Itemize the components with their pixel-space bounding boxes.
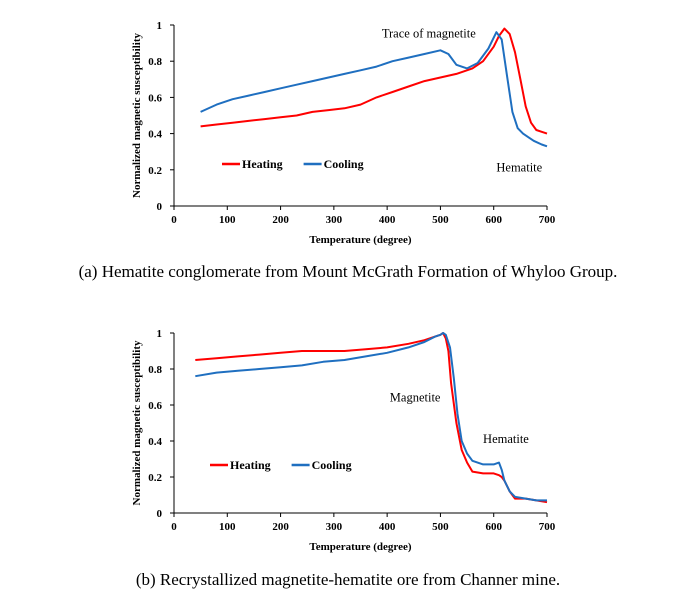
chart-a: 0 100 200 300 400 500 600 700 0 0.2 0.4 0.6 0.8 1 Temp…	[131, 20, 556, 246]
legend-label-heating: Heating	[242, 157, 283, 171]
x-tick-label: 300	[326, 521, 343, 533]
y-tick-label: 0.6	[148, 400, 162, 412]
y-tick-label: 0.4	[148, 436, 162, 448]
annotation-hematite: Hematite	[496, 161, 542, 175]
x-tick-label: 0	[171, 214, 177, 226]
y-tick-label: 0.8	[148, 56, 162, 68]
y-tick-label: 0.6	[148, 92, 162, 104]
x-tick-label: 500	[432, 214, 449, 226]
x-axis-title: Temperature (degree)	[309, 234, 411, 246]
chart-panel-a: 0 100 200 300 400 500 600 700 0 0.2 0.4 0.6 0.8 1 Temp…	[0, 0, 696, 292]
caption-b: (b) Recrystallized magnetite-hematite or…	[135, 570, 561, 589]
x-tick-label: 200	[272, 521, 289, 533]
x-tick-label: 700	[539, 521, 556, 533]
y-tick-label: 0	[157, 508, 163, 520]
x-tick-label: 500	[432, 521, 449, 533]
x-tick-label: 0	[171, 521, 177, 533]
legend-label-cooling: Cooling	[312, 458, 352, 472]
series-line-cooling	[200, 31, 548, 148]
legend-label-cooling: Cooling	[324, 157, 364, 171]
x-tick-label: 400	[379, 521, 396, 533]
y-tick-label: 0.8	[148, 364, 162, 376]
x-tick-label: 700	[539, 214, 556, 226]
legend-label-heating: Heating	[230, 458, 271, 472]
y-tick-label: 0.2	[148, 165, 162, 177]
y-axis-title: Normalized magnetic susceptibility	[131, 33, 143, 198]
y-tick-label: 0.4	[148, 129, 162, 141]
x-axis-title: Temperature (degree)	[309, 541, 411, 553]
annotation-hematite: Hematite	[483, 432, 529, 446]
x-tick-label: 200	[272, 214, 289, 226]
x-tick-label: 600	[485, 214, 502, 226]
y-axis-title: Normalized magnetic susceptibility	[131, 340, 143, 505]
annotation-magnetite: Magnetite	[390, 390, 441, 404]
caption-a: (a) Hematite conglomerate from Mount McG…	[78, 262, 618, 281]
chart-b: 0 100 200 300 400 500 600 700 0 0.2 0.4 0.6 0.8 1 Temp…	[131, 328, 556, 553]
annotation-trace-of-magnetite: Trace of magnetite	[382, 27, 476, 41]
x-tick-label: 300	[326, 214, 343, 226]
y-tick-label: 0.2	[148, 472, 162, 484]
series-line-cooling	[195, 332, 547, 502]
chart-panel-b: 0 100 200 300 400 500 600 700 0 0.2 0.4 0.6 0.8 1 Temp…	[0, 308, 696, 599]
series-line-heating	[195, 332, 548, 504]
x-tick-label: 600	[485, 521, 502, 533]
y-tick-label: 1	[157, 328, 163, 340]
x-tick-label: 100	[219, 521, 236, 533]
y-tick-label: 0	[157, 201, 163, 213]
series-line-heating	[200, 27, 548, 135]
x-tick-label: 400	[379, 214, 396, 226]
x-tick-label: 100	[219, 214, 236, 226]
y-tick-label: 1	[157, 20, 163, 32]
